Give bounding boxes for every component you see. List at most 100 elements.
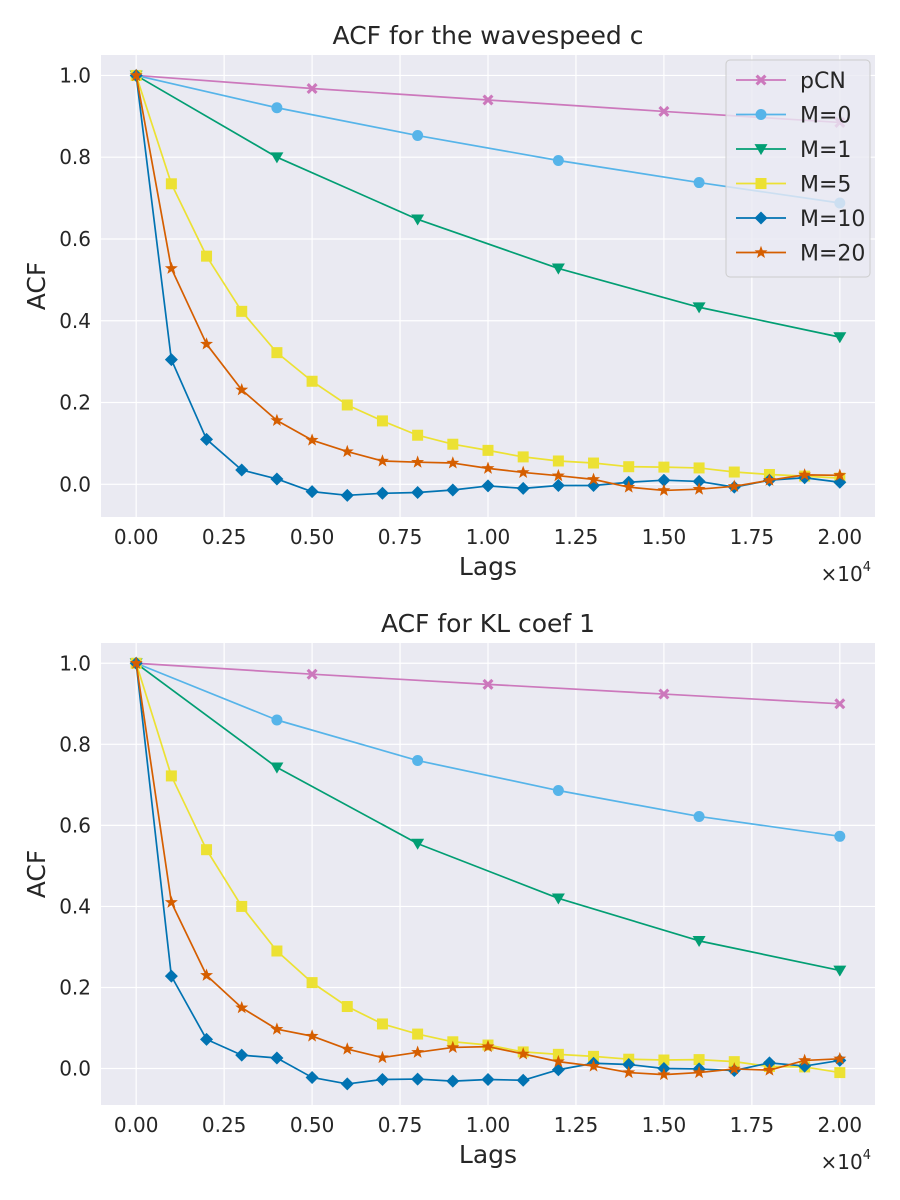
series-m1: [129, 658, 847, 977]
data-point: [481, 1072, 495, 1086]
legend-label: M=0: [800, 104, 851, 129]
x-tick-label: 2.00: [818, 1113, 863, 1137]
data-point: [306, 83, 318, 95]
data-point: [551, 893, 565, 905]
data-point: [727, 479, 741, 492]
data-point: [270, 762, 284, 774]
data-point: [306, 977, 318, 989]
data-point: [833, 332, 847, 344]
data-point: [692, 302, 706, 314]
x-tick-label: 1.50: [642, 1113, 687, 1137]
chart-title: ACF for the wavespeed c: [333, 21, 644, 50]
series-line: [135, 74, 840, 204]
data-point: [798, 468, 812, 481]
data-point: [412, 1028, 424, 1040]
legend-marker: [755, 74, 767, 86]
data-point: [692, 935, 706, 948]
y-tick-label: 0.6: [59, 813, 91, 837]
series-line: [135, 74, 840, 338]
legend-label: M=20: [800, 242, 865, 267]
data-point: [306, 668, 318, 680]
y-tick-label: 0.4: [59, 309, 91, 333]
data-point: [482, 444, 494, 456]
data-point: [588, 457, 600, 469]
y-tick-label: 1.0: [59, 651, 91, 675]
data-point: [164, 895, 178, 908]
data-point: [235, 1000, 249, 1014]
data-point: [692, 474, 706, 488]
data-point: [375, 1050, 389, 1064]
x-tick-label: 0.50: [290, 525, 335, 549]
data-point: [412, 429, 424, 441]
data-point: [164, 261, 178, 274]
x-tick-label: 2.00: [818, 525, 863, 549]
y-tick-label: 0.6: [59, 227, 91, 251]
data-point: [340, 488, 354, 502]
data-point: [693, 810, 705, 822]
data-point: [305, 1029, 319, 1042]
data-point: [728, 466, 740, 478]
x-tick-label: 1.25: [554, 1113, 599, 1137]
legend-label: pCN: [800, 69, 846, 94]
legend-marker: [754, 144, 768, 156]
x-offset-text: ×104: [821, 560, 872, 586]
y-tick-label: 0.0: [59, 472, 91, 496]
data-point: [481, 479, 495, 493]
data-point: [271, 945, 283, 957]
data-point: [305, 485, 319, 499]
y-tick-label: 0.8: [59, 732, 91, 756]
data-point: [411, 485, 425, 499]
data-point: [341, 399, 353, 411]
legend-marker: [755, 178, 767, 189]
data-point: [129, 68, 143, 81]
data-point: [693, 462, 705, 474]
x-tick-label: 1.25: [554, 525, 599, 549]
data-point: [201, 250, 213, 262]
data-point: [235, 463, 249, 477]
data-point: [164, 353, 178, 367]
x-axis-label: Lags: [459, 1140, 517, 1169]
series-m20: [129, 656, 847, 1081]
x-offset-exponent: 4: [863, 560, 871, 575]
y-tick-label: 0.2: [59, 975, 91, 999]
data-point: [516, 1073, 530, 1087]
data-point: [411, 214, 425, 226]
legend-label: M=5: [800, 173, 851, 198]
data-point: [833, 1052, 847, 1065]
x-tick-label: 1.75: [730, 525, 775, 549]
data-point: [552, 1048, 564, 1060]
data-point: [446, 1040, 460, 1053]
data-point: [762, 1056, 776, 1070]
data-point: [552, 785, 564, 797]
data-point: [165, 770, 177, 782]
data-point: [411, 455, 425, 468]
data-point: [517, 451, 529, 463]
data-point: [235, 1048, 249, 1062]
data-point: [657, 473, 671, 487]
y-tick-label: 0.4: [59, 894, 91, 918]
data-point: [516, 465, 530, 478]
series-m20: [129, 68, 847, 496]
data-point: [200, 337, 214, 350]
data-point: [551, 1054, 565, 1068]
data-point: [201, 844, 213, 856]
data-point: [552, 455, 564, 467]
data-point: [447, 438, 459, 450]
legend-marker: [754, 245, 768, 258]
x-tick-label: 0.25: [202, 525, 247, 549]
data-point: [411, 1072, 425, 1086]
data-point: [200, 968, 214, 981]
data-point: [833, 468, 847, 481]
data-point: [446, 483, 460, 497]
data-point: [270, 152, 284, 164]
data-point: [762, 1063, 776, 1076]
data-point: [798, 1053, 812, 1066]
acf-wavespeed-chart: 0.00 0.25 0.50 0.75 1.00 1.25 1.50 1.75 2.00 0.0 0…: [22, 21, 875, 586]
y-tick-label: 0.2: [59, 391, 91, 415]
x-offset-exponent: 4: [863, 1148, 871, 1163]
data-point: [375, 1072, 389, 1086]
data-point: [833, 965, 847, 977]
data-point: [271, 347, 283, 359]
data-point: [623, 461, 635, 473]
